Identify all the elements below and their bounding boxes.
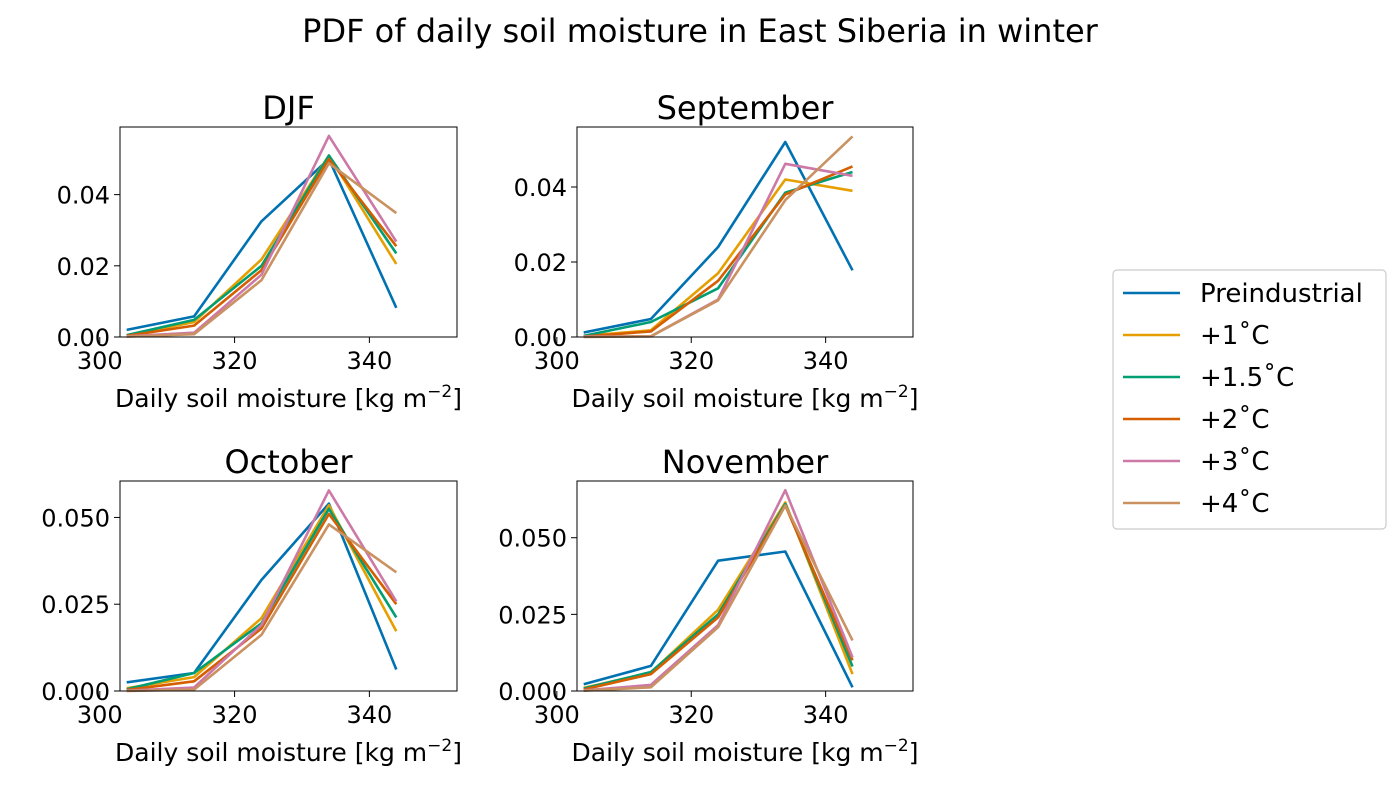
subplot-4: November 300 320 340 0.000 0.025 0.050 Daily so… [498,443,918,767]
series-line-5 [126,489,398,692]
x-tick-label: 300 [77,701,123,729]
plot-frame [119,480,458,692]
y-tick-label: 0.000 [498,678,567,706]
x-tick-label: 340 [803,701,849,729]
x-tick-label: 340 [346,347,392,375]
legend-label: +1.5˚C [1200,363,1294,393]
x-tick-label: 320 [212,347,258,375]
subplot-1: DJF 300 320 340 0.00 0.02 0.04 Daily soil moist… [57,89,462,413]
series-line-1 [583,140,854,334]
plot-frame [576,126,914,338]
series-line-4 [583,165,854,338]
subplot-3: October 300 320 340 0.000 0.025 0.050 Daily soi… [41,443,462,767]
y-tick-label: 0.00 [514,324,567,352]
series-line-6 [126,523,398,693]
series-line-3 [583,502,854,690]
x-tick-label: 320 [668,347,714,375]
plot-frame [119,126,458,338]
y-tick-label: 0.025 [41,591,110,619]
y-tick-label: 0.050 [41,504,110,532]
x-tick-label: 300 [534,701,580,729]
legend-item: +1.5˚C [1123,363,1294,393]
y-tick-label: 0.000 [41,678,110,706]
series-group [583,488,854,692]
plot-frame [576,480,914,692]
legend-label: +4˚C [1200,489,1269,519]
series-group [126,489,398,693]
series-line-2 [583,501,854,690]
legend-item: +4˚C [1123,489,1269,519]
legend-item: +3˚C [1123,447,1269,477]
legend-item: +2˚C [1123,405,1269,435]
series-line-1 [126,502,398,684]
subplot-title: DJF [262,89,314,127]
series-group [126,134,398,338]
x-tick-label: 320 [212,701,258,729]
y-tick-label: 0.025 [498,601,567,629]
legend-item: +1˚C [1123,321,1269,351]
legend-item: Preindustrial [1123,279,1363,309]
series-line-2 [583,178,853,338]
series-line-4 [126,157,398,338]
series-line-5 [583,488,854,692]
series-line-6 [126,162,398,338]
x-axis-label: Daily soil moisture [kg m−2] [572,382,919,413]
series-line-1 [126,157,398,332]
x-axis-label: Daily soil moisture [kg m−2] [115,382,462,413]
y-tick-label: 0.02 [57,253,110,281]
y-tick-label: 0.04 [514,174,567,202]
subplot-title: October [224,443,353,481]
subplot-grid: DJF 300 320 340 0.00 0.02 0.04 Daily soil moist… [41,89,918,767]
legend: Preindustrial +1˚C +1.5˚C +2˚C +3˚C +4˚C [1112,269,1387,530]
series-line-1 [583,550,854,688]
series-line-6 [583,135,854,339]
y-tick-label: 0.02 [514,249,567,277]
x-tick-label: 340 [803,347,849,375]
y-tick-label: 0.050 [498,525,567,553]
legend-label: +2˚C [1200,405,1269,435]
x-tick-label: 300 [534,347,580,375]
subplot-2: September 300 320 340 0.00 0.02 0.04 Daily soil… [514,89,919,413]
subplot-title: September [657,89,835,127]
series-line-3 [583,170,853,338]
subplot-title: November [662,443,829,481]
legend-label: +3˚C [1200,447,1269,477]
series-line-5 [583,162,853,338]
x-tick-label: 300 [77,347,123,375]
series-line-5 [126,134,398,338]
y-tick-label: 0.04 [57,182,110,210]
x-axis-label: Daily soil moisture [kg m−2] [115,736,462,767]
figure-suptitle: PDF of daily soil moisture in East Siber… [302,12,1099,50]
series-line-6 [583,504,854,692]
legend-label: Preindustrial [1200,279,1363,309]
series-line-4 [583,504,854,691]
series-line-4 [126,512,398,692]
x-tick-label: 340 [346,701,392,729]
x-axis-label: Daily soil moisture [kg m−2] [572,736,919,767]
x-tick-label: 320 [668,701,714,729]
series-line-2 [126,154,398,337]
y-tick-label: 0.00 [57,324,110,352]
legend-box [1112,269,1387,530]
series-group [583,135,854,339]
legend-label: +1˚C [1200,321,1269,351]
